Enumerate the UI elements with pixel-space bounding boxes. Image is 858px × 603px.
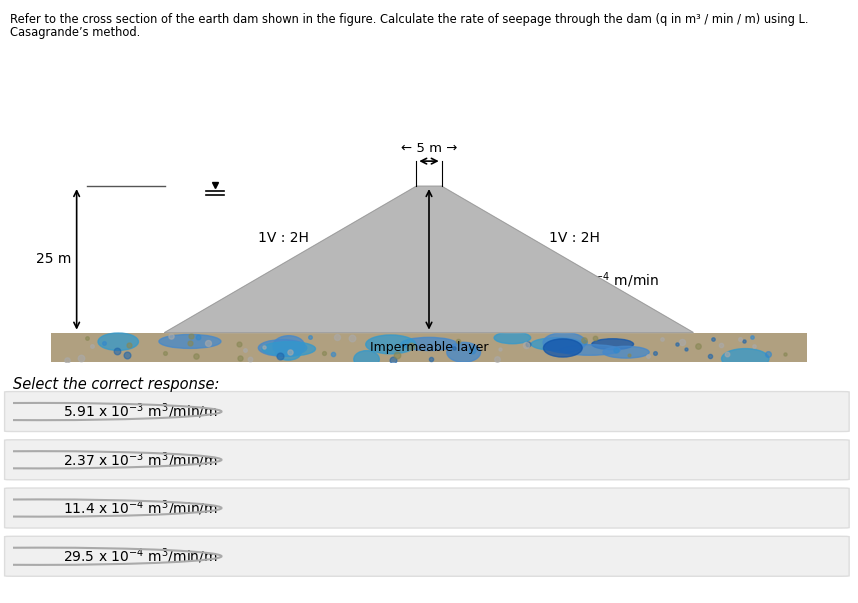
Ellipse shape xyxy=(353,350,379,368)
Text: 2.37 x 10$^{-3}$ m$^3$/min/m: 2.37 x 10$^{-3}$ m$^3$/min/m xyxy=(63,450,217,470)
Text: 29.5 x 10$^{-4}$ m$^3$/min/m: 29.5 x 10$^{-4}$ m$^3$/min/m xyxy=(63,546,217,566)
Ellipse shape xyxy=(543,332,586,353)
Ellipse shape xyxy=(559,345,620,355)
FancyBboxPatch shape xyxy=(4,440,849,480)
Text: 30 m: 30 m xyxy=(440,236,475,250)
Ellipse shape xyxy=(273,336,305,356)
Ellipse shape xyxy=(543,339,583,357)
Ellipse shape xyxy=(494,332,531,344)
Text: 1V : 2H: 1V : 2H xyxy=(549,232,600,245)
Polygon shape xyxy=(165,186,693,332)
Bar xyxy=(51,332,807,362)
Text: Casagrande’s method.: Casagrande’s method. xyxy=(10,26,141,39)
Ellipse shape xyxy=(159,335,221,349)
Text: 25 m: 25 m xyxy=(36,253,71,267)
Ellipse shape xyxy=(401,338,457,350)
Text: Select the correct response:: Select the correct response: xyxy=(13,377,220,392)
Ellipse shape xyxy=(592,339,633,350)
Ellipse shape xyxy=(531,338,583,350)
Ellipse shape xyxy=(447,343,480,362)
Ellipse shape xyxy=(262,342,316,356)
Text: $k = 3 \times 10^{-4}$ m/min: $k = 3 \times 10^{-4}$ m/min xyxy=(526,271,659,290)
FancyBboxPatch shape xyxy=(4,536,849,576)
Ellipse shape xyxy=(366,335,416,354)
Ellipse shape xyxy=(275,347,301,360)
Text: 11.4 x 10$^{-4}$ m$^3$/min/m: 11.4 x 10$^{-4}$ m$^3$/min/m xyxy=(63,498,217,518)
Text: Refer to the cross section of the earth dam shown in the figure. Calculate the r: Refer to the cross section of the earth … xyxy=(10,13,809,27)
FancyBboxPatch shape xyxy=(4,391,849,432)
Text: 5.91 x 10$^{-3}$ m$^3$/min/m: 5.91 x 10$^{-3}$ m$^3$/min/m xyxy=(63,402,217,421)
Ellipse shape xyxy=(98,333,138,350)
Ellipse shape xyxy=(722,349,769,369)
Ellipse shape xyxy=(258,339,307,356)
Text: 1V : 2H: 1V : 2H xyxy=(258,232,309,245)
Text: ← 5 m →: ← 5 m → xyxy=(401,142,457,155)
Ellipse shape xyxy=(603,346,650,358)
FancyBboxPatch shape xyxy=(4,488,849,528)
Text: Impermeable layer: Impermeable layer xyxy=(370,341,488,354)
